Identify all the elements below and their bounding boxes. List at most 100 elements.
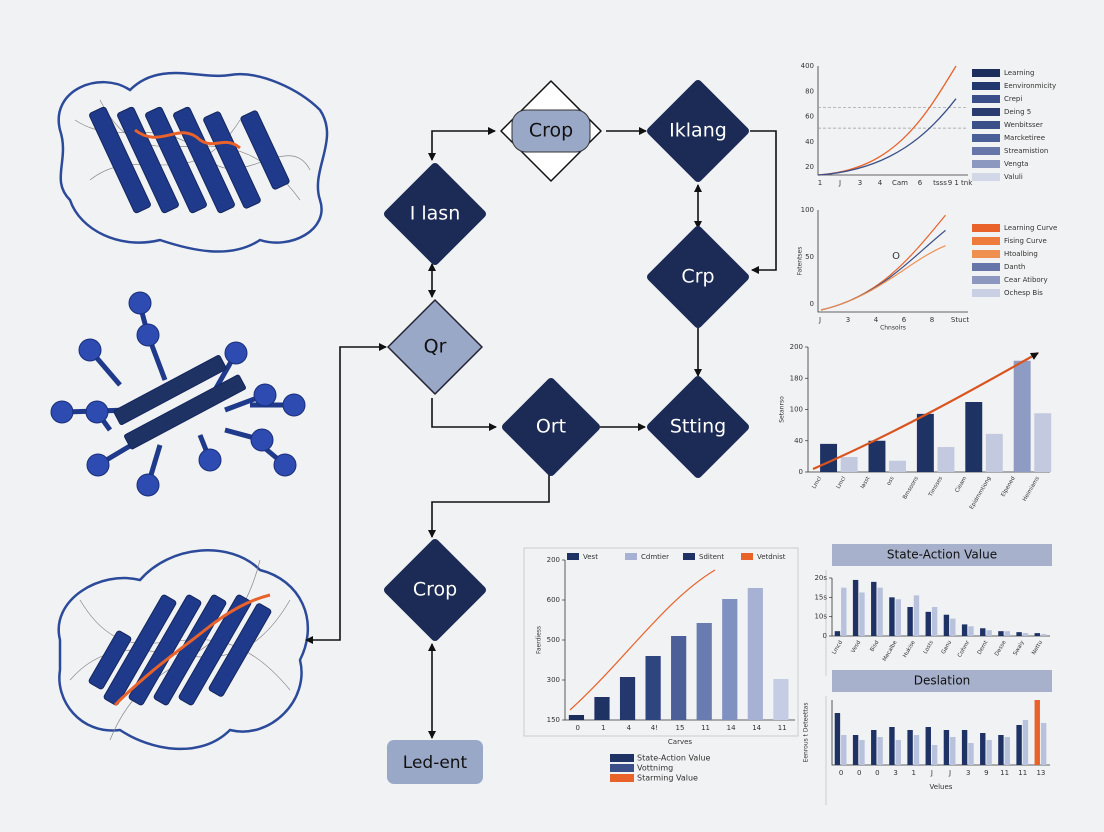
label: 11 xyxy=(1018,769,1027,777)
bar xyxy=(986,630,992,636)
bar xyxy=(859,592,865,636)
label: Stuct xyxy=(951,316,969,324)
label: Marcketiree xyxy=(1004,134,1045,142)
label: 200 xyxy=(790,343,803,351)
bar xyxy=(943,614,950,636)
node-label: Crop xyxy=(529,120,573,142)
bar xyxy=(747,588,763,720)
legend-swatch xyxy=(972,276,1000,284)
label: Bisd xyxy=(869,640,880,653)
bar xyxy=(568,715,585,720)
label: Eenvironmicity xyxy=(1004,82,1056,90)
label: 1 xyxy=(912,769,916,777)
label: J xyxy=(818,316,821,324)
label: Carves xyxy=(668,738,693,746)
label: 150 xyxy=(547,716,560,724)
node-crop-top: Crop xyxy=(500,80,602,182)
node-label: Led-ent xyxy=(403,753,468,773)
label: 4 xyxy=(878,179,883,187)
legend-swatch xyxy=(972,134,1000,142)
bar xyxy=(1034,413,1052,472)
legend-swatch xyxy=(972,69,1000,77)
bar xyxy=(931,745,938,765)
label: Lmcl xyxy=(811,475,823,490)
protein-bottom xyxy=(57,549,310,751)
bar xyxy=(961,730,968,765)
bar xyxy=(980,733,986,765)
label: 600 xyxy=(547,596,560,604)
label: 15 xyxy=(676,724,685,732)
label: Learning Curve xyxy=(1004,224,1057,232)
label: Vest xyxy=(583,553,598,561)
bar xyxy=(722,599,738,720)
bar xyxy=(859,740,865,765)
label: Htoalbing xyxy=(1004,250,1038,258)
label: Learning xyxy=(1004,69,1034,77)
label: Lmcl xyxy=(836,475,848,490)
label: J xyxy=(930,769,933,777)
node-end: Led-ent xyxy=(387,740,483,784)
label: Vetdnist xyxy=(757,553,786,561)
bar xyxy=(871,730,877,765)
label: 0 xyxy=(799,468,803,476)
label: 15s xyxy=(814,593,827,601)
label: 9 xyxy=(984,769,988,777)
label: 60 xyxy=(805,113,814,121)
bar xyxy=(820,443,838,472)
label: 0 xyxy=(810,300,814,308)
bar xyxy=(925,727,931,765)
bar xyxy=(943,730,950,765)
panel-frame xyxy=(523,547,799,737)
label: State-Action Value xyxy=(637,754,711,763)
node-label: Stting xyxy=(670,416,726,438)
label: 6 xyxy=(902,316,907,324)
bar xyxy=(841,735,847,765)
bar xyxy=(961,624,968,636)
bar xyxy=(968,743,974,765)
label: 6 xyxy=(918,179,923,187)
label: 14 xyxy=(752,724,761,732)
label: Cam xyxy=(892,179,908,187)
label: 3 xyxy=(846,316,850,324)
label: Cear Atibory xyxy=(1004,276,1048,284)
label: 50 xyxy=(805,253,814,261)
bar xyxy=(889,460,907,472)
legend-swatch xyxy=(972,250,1000,258)
label: 4! xyxy=(651,724,658,732)
label: Cdmtier xyxy=(641,553,669,561)
label: Valuli xyxy=(1004,173,1023,181)
label: 1 xyxy=(818,179,822,187)
bar xyxy=(840,457,858,472)
legend-swatch xyxy=(972,108,1000,116)
bar xyxy=(998,735,1004,765)
label: 180 xyxy=(790,374,803,382)
node: I lasn xyxy=(384,163,486,265)
label: 100 xyxy=(801,206,814,214)
label: 80 xyxy=(805,87,814,95)
bar xyxy=(937,447,955,472)
label: O xyxy=(892,251,900,262)
bar xyxy=(1022,633,1029,636)
node-label: Iklang xyxy=(669,120,727,142)
label: 4 xyxy=(874,316,879,324)
bar xyxy=(986,740,992,765)
bar xyxy=(1004,631,1010,636)
label: Setanrso xyxy=(779,396,786,423)
axis xyxy=(831,700,1050,766)
bar xyxy=(895,740,901,765)
node-label: Qr xyxy=(424,336,447,358)
legend-swatch xyxy=(741,553,753,560)
node: Stting xyxy=(647,376,749,478)
bar xyxy=(852,735,859,765)
label: 20 xyxy=(805,163,814,171)
curve xyxy=(817,98,957,176)
label: 11 xyxy=(778,724,787,732)
label: Sditent xyxy=(699,553,724,561)
label: Faerdiess xyxy=(536,626,543,654)
bar xyxy=(965,402,983,472)
legend-swatch xyxy=(683,553,695,560)
label: 4 xyxy=(627,724,632,732)
bar xyxy=(1040,634,1047,636)
